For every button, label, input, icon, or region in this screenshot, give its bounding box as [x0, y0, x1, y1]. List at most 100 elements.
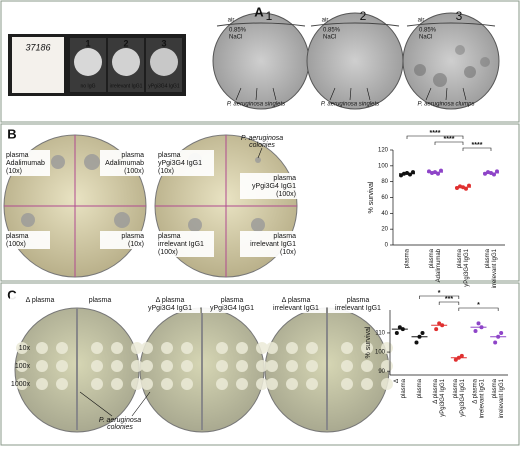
plate-label: (10x) — [280, 249, 296, 256]
panel-frame — [0, 123, 520, 282]
well-label: irrelevant IgG1 — [110, 83, 143, 89]
x-tick-label: plasma — [453, 378, 459, 398]
spot — [341, 342, 353, 354]
spot — [286, 378, 298, 390]
x-tick-label: plasma — [405, 248, 411, 268]
y-tick-label: 120 — [378, 148, 389, 154]
field-caption: P. aeruginosa singlets — [227, 102, 285, 108]
spot — [256, 360, 268, 372]
plate-label: plasma — [347, 297, 370, 304]
saline-label: NaCl — [419, 35, 432, 41]
panel-label: B — [7, 126, 16, 141]
significance-bracket — [438, 301, 460, 305]
significance-bracket — [419, 295, 460, 299]
spot — [306, 342, 318, 354]
dilution-label: 10x — [19, 345, 31, 352]
spot — [141, 342, 153, 354]
label-box — [240, 173, 298, 199]
plate-label: yPgi3G4 IgG1 — [148, 305, 192, 312]
pointer — [349, 87, 352, 101]
spot — [161, 378, 173, 390]
data-point — [499, 330, 504, 335]
spot — [256, 342, 268, 354]
label-box — [266, 295, 326, 313]
x-tick-label: Δ — [394, 379, 400, 383]
field-caption: P. aeruginosa singlets — [321, 102, 379, 108]
spot — [161, 342, 173, 354]
well-number: 3 — [161, 38, 166, 48]
significance-label: **** — [472, 142, 483, 149]
y-tick-label: 110 — [375, 331, 385, 337]
spot — [131, 378, 143, 390]
spot — [216, 342, 228, 354]
pointer — [445, 87, 448, 101]
plate-label: Adalimumab — [6, 160, 45, 167]
significance-label: *** — [445, 296, 453, 303]
y-tick-label: 80 — [381, 179, 388, 185]
plate-label: plasma — [6, 152, 29, 159]
data-point — [411, 170, 415, 175]
spot — [361, 378, 373, 390]
well-number: 2 — [123, 38, 128, 48]
label-box — [140, 295, 200, 313]
data-point — [459, 353, 464, 358]
well-drop — [112, 48, 140, 76]
label-box — [240, 231, 298, 257]
saline-label: 0.85% — [419, 28, 437, 34]
significance-bracket — [458, 307, 499, 311]
significance-label: **** — [430, 130, 441, 137]
spot — [111, 342, 123, 354]
pointer — [131, 391, 151, 417]
spot — [236, 342, 248, 354]
air-line — [216, 22, 306, 27]
plate-label: yPgi3G4 IgG1 — [210, 305, 254, 312]
y-tick-label: 100 — [378, 163, 389, 169]
spot — [111, 360, 123, 372]
data-point — [394, 330, 399, 335]
data-point — [397, 325, 402, 330]
significance-label: **** — [444, 136, 455, 143]
well-number: 1 — [85, 38, 90, 48]
air-label: air — [418, 18, 425, 24]
spot — [266, 342, 278, 354]
x-tick-label: yPgi3G4 IgG1 — [460, 378, 466, 416]
plate-label: (100x) — [276, 191, 296, 198]
plate-label: Δ plasma — [26, 297, 55, 304]
plate-divider — [4, 135, 297, 277]
x-tick-label: plasma — [485, 248, 491, 268]
data-point — [399, 173, 403, 178]
y-tick-label: 0 — [385, 243, 389, 249]
well-drop — [74, 48, 102, 76]
air-line — [310, 22, 400, 27]
spot — [341, 378, 353, 390]
significance-label: * — [477, 302, 480, 309]
dilution-label: 1000x — [11, 381, 31, 388]
air-label: air — [322, 18, 329, 24]
pointer — [366, 87, 371, 101]
plate-label: (100x) — [124, 168, 144, 175]
field — [212, 12, 310, 110]
dilution-label: 100x — [15, 363, 31, 370]
label-box — [328, 295, 388, 313]
label-box — [70, 295, 130, 305]
spot — [56, 378, 68, 390]
x-tick-label: irrelevant IgG1 — [480, 378, 486, 418]
spot — [181, 342, 193, 354]
spot — [16, 360, 28, 372]
data-point — [467, 183, 471, 188]
plate-label: plasma — [6, 233, 29, 240]
panel-label: C — [7, 287, 17, 302]
field-number: 1 — [266, 9, 273, 23]
micro-fields — [212, 12, 500, 110]
spot — [161, 360, 173, 372]
data-point — [437, 321, 442, 326]
panel-frame — [0, 282, 520, 446]
label-box — [4, 150, 50, 176]
x-tick-label: yPgi3G4 IgG1 — [464, 248, 470, 286]
slide-card — [12, 37, 64, 93]
colonies-label: P. aeruginosa — [99, 417, 141, 424]
well-label: no IgG — [80, 83, 95, 89]
plate-label: plasma — [158, 233, 181, 240]
spot — [36, 342, 48, 354]
